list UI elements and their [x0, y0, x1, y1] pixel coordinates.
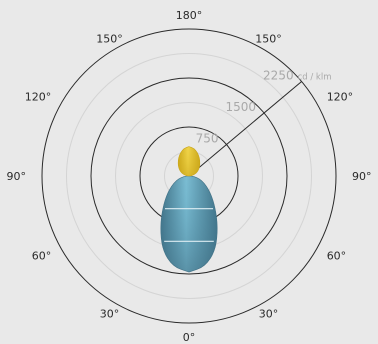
minor-ring [66, 53, 312, 299]
angle-label-150-right: 150° [255, 32, 282, 45]
angle-label-60-right: 60° [327, 250, 347, 263]
radial-line [188, 81, 302, 177]
angle-label-120-right: 120° [327, 91, 354, 104]
ring-2250 [41, 28, 337, 324]
angle-label-30-right: 30° [259, 308, 279, 321]
ring-label-2250: 2250 [263, 69, 294, 83]
series-1-shade [178, 146, 200, 176]
angle-label-150-left: 150° [96, 32, 123, 45]
unit-label: cd / klm [298, 73, 332, 83]
angle-label-90-right: 90° [352, 170, 372, 183]
ring-label-1500: 1500 [226, 100, 257, 114]
ring-label-750: 750 [196, 132, 219, 146]
angle-label-60-left: 60° [32, 250, 52, 263]
angle-label-0-center: 0° [183, 331, 196, 344]
series-group [160, 146, 218, 273]
series-band-group [164, 208, 214, 242]
angle-label-30-left: 30° [100, 308, 120, 321]
series-0-shade [160, 176, 218, 273]
ring-1500 [90, 77, 288, 275]
angle-label-90-left: 90° [7, 170, 27, 183]
labels-group: 750 1500 2250 cd / klm 180° 150° 150° 120° 120° 9… [7, 9, 372, 344]
angle-label-120-left: 120° [25, 91, 52, 104]
angle-label-180-center: 180° [176, 9, 203, 22]
radial-line-group [188, 81, 302, 177]
